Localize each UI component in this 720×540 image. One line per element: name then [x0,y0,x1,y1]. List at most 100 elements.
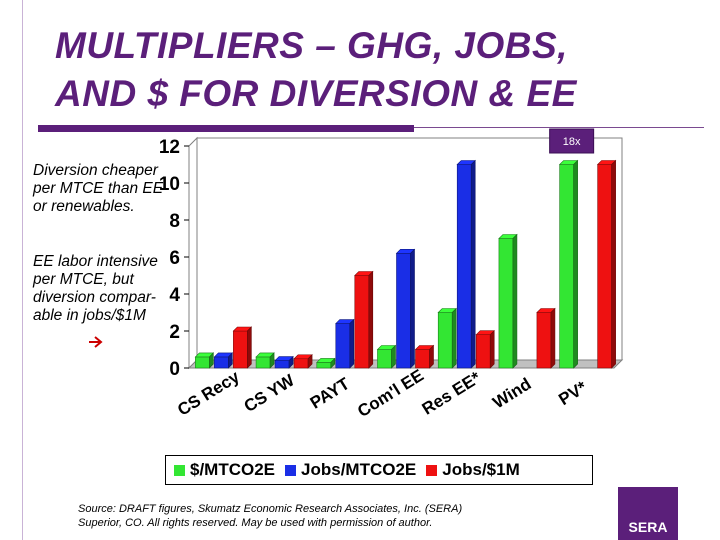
bar [232,326,253,369]
callout-ee-labor-line: EE labor intensive [33,253,158,270]
bar [475,329,495,369]
bar-side [451,307,457,369]
annotation-box [549,128,595,154]
callout-ee-labor: EE labor intensive per MTCE, but diversi… [33,253,178,325]
legend-item: Jobs/MTCO2E [285,460,416,480]
bar-front [214,356,229,369]
bar [414,344,435,369]
legend-swatch [285,464,297,476]
chart-side-wall [188,136,198,370]
bar-side [330,357,336,369]
bar-side [391,344,396,369]
bar [255,352,275,369]
legend-swatch [174,464,185,476]
bar-side [489,329,495,369]
x-category-label: CS YW [241,370,299,416]
bar [293,354,313,369]
bar-front [415,349,430,369]
bar-front [335,323,351,369]
y-tick-label: 2 [169,322,180,343]
bar-front [456,164,472,369]
annotation-text: 18x [563,136,581,148]
bar-side [269,352,275,369]
bar-front [354,275,370,369]
bar-side [410,248,415,369]
chart-bars [194,159,617,369]
callout-ee-labor-line: per MTCE, but [33,271,134,288]
left-accent-rule [22,0,23,540]
bar [335,318,355,369]
bar [354,270,374,369]
bar-side [307,354,313,369]
x-category-label: PV* [555,377,590,409]
slide-title-line-1: MULTIPLIERS – GHG, JOBS, [55,25,568,66]
bar-side [209,352,214,369]
source-note: Source: DRAFT figures, Skumatz Economic … [78,502,598,530]
callout-diversion-line: Diversion cheaper [33,162,158,179]
x-category-label: Wind [489,374,534,412]
x-category-label: PAYT [307,374,354,413]
annotation-badge: 18x [549,128,595,154]
y-tick-label: 12 [159,137,180,158]
source-line: Superior, CO. All rights reserved. May b… [78,517,433,529]
y-tick-label: 6 [169,248,180,269]
bar-front [233,330,248,369]
bar-side [550,307,556,369]
bar [376,344,397,369]
bar [596,159,617,369]
bar-side [228,352,233,369]
bar-front [396,253,411,369]
source-line: Source: DRAFT figures, Skumatz Economic … [78,503,463,515]
bar-side [573,159,578,369]
bar [498,233,518,369]
right-arrow-icon [89,336,103,348]
y-tick-label: 0 [169,359,180,380]
slide-title-line-2: AND $ FOR DIVERSION & EE [55,73,577,114]
bar-side [611,159,616,369]
bar [536,307,556,369]
legend-label: Jobs/MTCO2E [301,460,417,479]
bar-front [255,356,271,369]
bar-front [316,362,332,369]
bar [456,159,476,369]
bar-front [195,356,210,369]
chart-legend: $/MTCO2E Jobs/MTCO2E Jobs/$1M [165,455,593,485]
title-underline-thick [38,125,414,132]
y-tick-label: 4 [169,285,180,306]
bar-front [437,312,453,369]
callout-diversion-line: per MTCE than EE [33,180,164,197]
legend-item: Jobs/$1M [426,460,520,480]
x-category-label: Com'l EE [354,366,427,421]
sera-logo: SERA [618,487,678,540]
bar [194,352,215,369]
bar [274,355,294,369]
x-category-label: CS Recy [174,367,243,420]
logo-text: SERA [628,519,668,535]
bar-side [429,344,434,369]
bar [395,248,416,369]
y-tick-label: 8 [169,211,180,232]
bar-side [349,318,355,369]
bar-front [274,360,290,369]
bar-front [475,334,491,369]
legend-swatch [426,464,438,476]
bar-side [512,233,518,369]
title-underline-thin [414,127,704,128]
bar-front [559,164,574,369]
bar-front [597,164,612,369]
legend-label: $/MTCO2E [190,460,276,479]
bar [437,307,457,369]
bar-side [288,355,294,369]
legend-label: Jobs/$1M [442,460,520,479]
callout-ee-labor-line: diversion compar- [33,289,156,306]
bar [316,357,336,369]
x-category-label: Res EE* [419,368,485,419]
bar [558,159,579,369]
callout-diversion-line: or renewables. [33,198,135,215]
bar-front [498,238,514,369]
bar-front [536,312,552,369]
bar-side [368,270,374,369]
y-tick-label: 10 [159,174,180,195]
